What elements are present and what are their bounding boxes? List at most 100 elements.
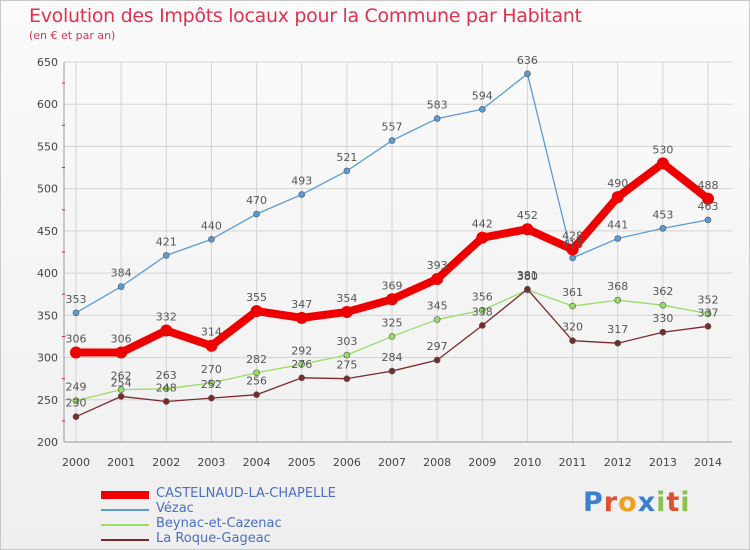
- x-tick-label: 2011: [559, 456, 587, 469]
- data-label-beynac-et-cazenac: 249: [66, 381, 87, 394]
- data-point-beynac-et-cazenac: [343, 351, 351, 359]
- y-tick-label: 400: [37, 267, 58, 280]
- data-label-beynac-et-cazenac: 282: [246, 353, 267, 366]
- data-label-castelnaud-la-chapelle: 490: [607, 177, 628, 190]
- data-point-beynac-et-cazenac: [433, 316, 441, 323]
- data-label-castelnaud-la-chapelle: 428: [562, 229, 583, 242]
- data-point-castelnaud-la-chapelle: [205, 339, 218, 352]
- y-axis: 200 250 300 350 400 450 500 550 600 650: [37, 56, 65, 449]
- data-point-castelnaud-la-chapelle: [656, 157, 669, 170]
- data-point-vezac: [117, 283, 125, 290]
- data-label-beynac-et-cazenac: 345: [427, 300, 448, 313]
- data-point-la-roque-gageac: [659, 328, 667, 336]
- data-point-la-roque-gageac: [253, 391, 260, 399]
- data-point-beynac-et-cazenac: [614, 296, 622, 304]
- data-label-la-roque-gageac: 337: [698, 306, 719, 319]
- data-point-la-roque-gageac: [569, 337, 576, 344]
- data-label-vezac: 463: [698, 200, 719, 213]
- data-label-castelnaud-la-chapelle: 354: [336, 292, 357, 305]
- x-tick-label: 2008: [423, 456, 451, 469]
- data-point-vezac: [569, 254, 576, 262]
- x-tick-label: 2000: [62, 456, 90, 469]
- data-point-castelnaud-la-chapelle: [295, 311, 308, 324]
- data-label-castelnaud-la-chapelle: 488: [698, 179, 719, 192]
- data-point-beynac-et-cazenac: [253, 369, 260, 377]
- data-point-castelnaud-la-chapelle: [115, 346, 128, 359]
- y-tick-label: 350: [37, 309, 58, 322]
- data-point-vezac: [298, 191, 306, 198]
- data-label-castelnaud-la-chapelle: 369: [382, 279, 403, 292]
- data-point-vezac: [343, 167, 351, 175]
- data-point-castelnaud-la-chapelle: [521, 223, 534, 236]
- data-label-vezac: 353: [66, 293, 87, 306]
- data-label-beynac-et-cazenac: 368: [607, 280, 628, 293]
- grid: [63, 61, 732, 443]
- data-point-castelnaud-la-chapelle: [431, 273, 444, 286]
- data-label-la-roque-gageac: 317: [607, 323, 628, 336]
- data-point-castelnaud-la-chapelle: [160, 324, 173, 337]
- y-tick-label: 250: [37, 394, 58, 407]
- x-tick-label: 2006: [333, 456, 361, 469]
- x-tick-label: 2014: [694, 456, 722, 469]
- data-label-la-roque-gageac: 254: [111, 376, 132, 389]
- data-point-castelnaud-la-chapelle: [611, 191, 624, 204]
- y-tick-label: 550: [37, 140, 58, 153]
- data-label-la-roque-gageac: 381: [517, 269, 538, 282]
- x-tick-label: 2007: [378, 456, 406, 469]
- data-label-beynac-et-cazenac: 352: [698, 294, 719, 307]
- data-point-vezac: [614, 235, 622, 242]
- data-label-vezac: 453: [652, 208, 673, 221]
- data-label-vezac: 583: [427, 99, 448, 112]
- data-point-la-roque-gageac: [388, 367, 396, 375]
- legend-swatch: [101, 524, 149, 526]
- y-tick-label: 650: [37, 56, 58, 69]
- legend-label: La Roque-Gageac: [156, 531, 271, 546]
- data-point-castelnaud-la-chapelle: [70, 346, 82, 359]
- data-label-beynac-et-cazenac: 303: [336, 335, 357, 348]
- data-point-la-roque-gageac: [343, 375, 351, 382]
- x-tick-label: 2003: [197, 456, 225, 469]
- y-tick-label: 200: [37, 436, 58, 449]
- chart-subtitle: (en € et par an): [29, 29, 116, 42]
- data-label-vezac: 521: [336, 151, 357, 164]
- data-point-la-roque-gageac: [208, 394, 215, 402]
- data-label-vezac: 418: [562, 238, 583, 251]
- data-point-vezac: [72, 309, 80, 317]
- x-tick-label: 2005: [288, 456, 316, 469]
- data-point-castelnaud-la-chapelle: [476, 231, 489, 244]
- data-point-beynac-et-cazenac: [704, 310, 712, 317]
- data-point-la-roque-gageac: [614, 339, 622, 347]
- data-point-vezac: [388, 137, 396, 144]
- data-label-beynac-et-cazenac: 262: [111, 370, 132, 383]
- data-label-beynac-et-cazenac: 362: [652, 285, 673, 298]
- data-label-la-roque-gageac: 338: [472, 305, 493, 318]
- x-axis: 2000 2001 2002 2003 2004 2005 2006 2007 2008 2009…: [62, 456, 722, 469]
- data-label-vezac: 636: [517, 54, 538, 67]
- data-label-la-roque-gageac: 230: [66, 397, 87, 410]
- data-label-la-roque-gageac: 284: [382, 351, 403, 364]
- data-point-la-roque-gageac: [72, 413, 80, 420]
- y-tick-label: 600: [37, 98, 58, 111]
- data-label-vezac: 384: [111, 267, 132, 280]
- data-point-la-roque-gageac: [433, 356, 441, 364]
- data-point-castelnaud-la-chapelle: [340, 305, 353, 318]
- data-label-castelnaud-la-chapelle: 530: [652, 143, 673, 156]
- series-group: [70, 70, 714, 420]
- x-tick-label: 2001: [107, 456, 135, 469]
- x-tick-label: 2010: [513, 456, 541, 469]
- data-label-vezac: 493: [291, 175, 312, 188]
- data-point-beynac-et-cazenac: [72, 397, 80, 404]
- data-point-vezac: [162, 252, 170, 259]
- data-label-vezac: 470: [246, 194, 267, 207]
- proxiti-logo: Proxiti: [583, 487, 691, 518]
- data-label-vezac: 557: [382, 121, 403, 134]
- data-label-castelnaud-la-chapelle: 355: [246, 291, 267, 304]
- data-label-castelnaud-la-chapelle: 347: [291, 298, 312, 311]
- x-tick-label: 2012: [604, 456, 632, 469]
- data-label-castelnaud-la-chapelle: 452: [517, 209, 538, 222]
- legend-swatch: [101, 509, 149, 511]
- legend-swatch: [101, 491, 149, 499]
- y-tick-label: 300: [37, 352, 58, 365]
